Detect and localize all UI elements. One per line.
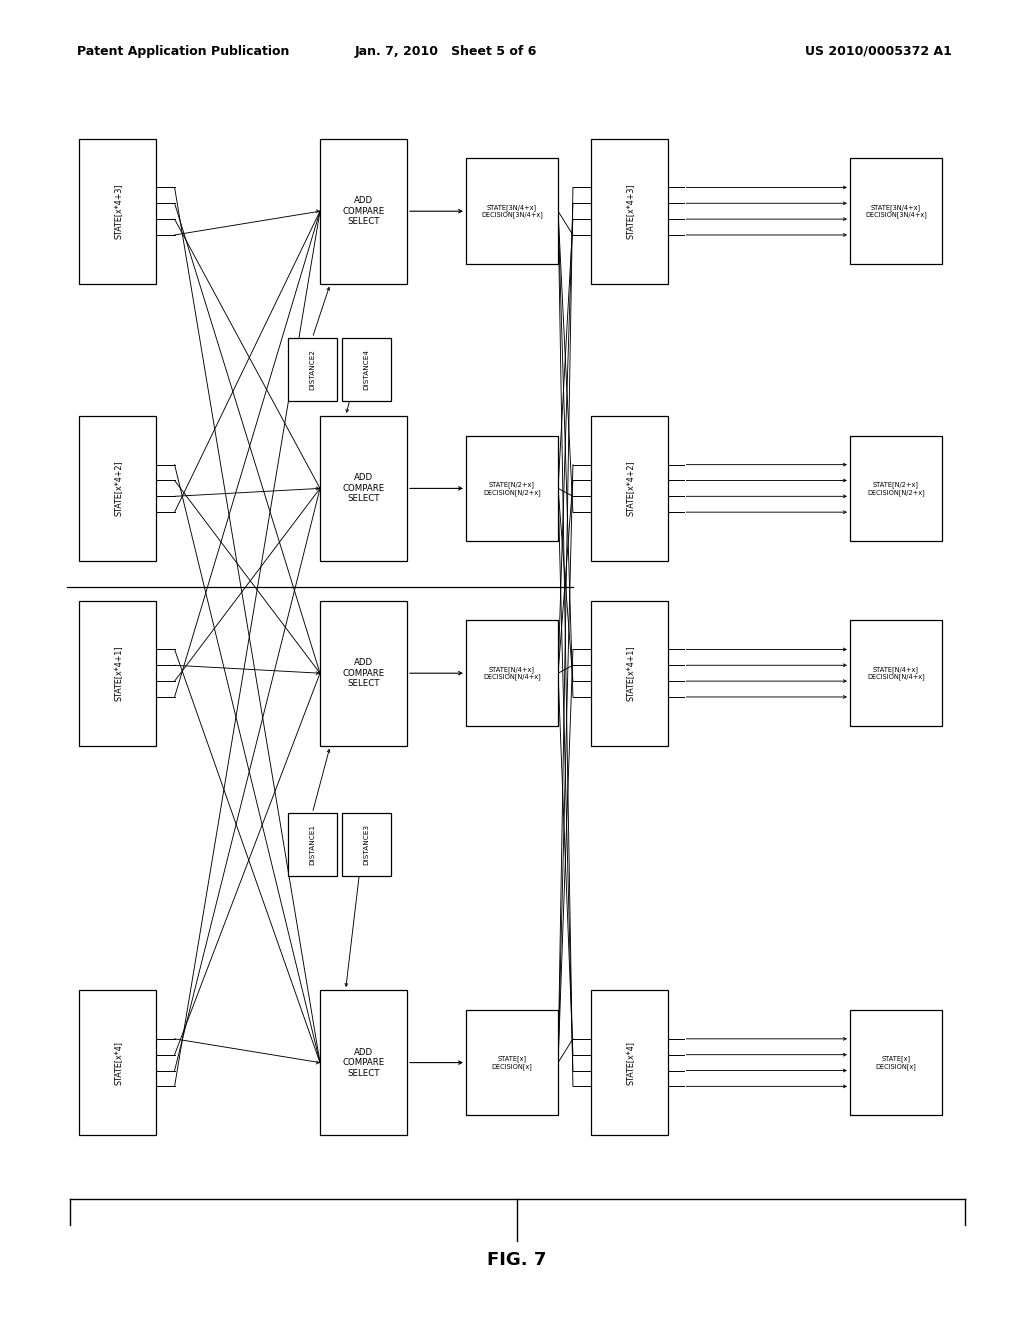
Text: ADD
COMPARE
SELECT: ADD COMPARE SELECT	[342, 197, 385, 226]
Text: STATE[x*4+2]: STATE[x*4+2]	[626, 461, 634, 516]
Text: STATE[x*4]: STATE[x*4]	[626, 1040, 634, 1085]
FancyBboxPatch shape	[319, 990, 408, 1135]
Text: STATE[N/4+x]
DECISION[N/4+x]: STATE[N/4+x] DECISION[N/4+x]	[483, 667, 541, 680]
FancyBboxPatch shape	[80, 990, 157, 1135]
Text: ADD
COMPARE
SELECT: ADD COMPARE SELECT	[342, 1048, 385, 1077]
FancyBboxPatch shape	[592, 416, 668, 561]
Text: US 2010/0005372 A1: US 2010/0005372 A1	[806, 45, 952, 58]
Text: ADD
COMPARE
SELECT: ADD COMPARE SELECT	[342, 659, 385, 688]
Text: DISTANCE3: DISTANCE3	[364, 824, 370, 866]
Text: Jan. 7, 2010   Sheet 5 of 6: Jan. 7, 2010 Sheet 5 of 6	[354, 45, 537, 58]
Text: FIG. 7: FIG. 7	[487, 1251, 547, 1270]
FancyBboxPatch shape	[80, 416, 157, 561]
FancyBboxPatch shape	[592, 601, 668, 746]
Text: STATE[x*4]: STATE[x*4]	[114, 1040, 122, 1085]
FancyBboxPatch shape	[80, 139, 157, 284]
Text: ADD
COMPARE
SELECT: ADD COMPARE SELECT	[342, 474, 385, 503]
Text: STATE[x]
DECISION[x]: STATE[x] DECISION[x]	[876, 1056, 916, 1069]
FancyBboxPatch shape	[319, 601, 408, 746]
Text: Patent Application Publication: Patent Application Publication	[77, 45, 289, 58]
Text: STATE[3N/4+x]
DECISION[3N/4+x]: STATE[3N/4+x] DECISION[3N/4+x]	[481, 205, 543, 218]
Text: STATE[x*4+3]: STATE[x*4+3]	[626, 183, 634, 239]
Text: STATE[3N/4+x]
DECISION[3N/4+x]: STATE[3N/4+x] DECISION[3N/4+x]	[865, 205, 927, 218]
Text: STATE[x*4+1]: STATE[x*4+1]	[114, 645, 122, 701]
FancyBboxPatch shape	[850, 436, 942, 541]
FancyBboxPatch shape	[850, 1010, 942, 1115]
Text: STATE[N/2+x]
DECISION[N/2+x]: STATE[N/2+x] DECISION[N/2+x]	[867, 482, 925, 495]
Text: DISTANCE2: DISTANCE2	[309, 348, 315, 391]
Text: DISTANCE1: DISTANCE1	[309, 824, 315, 866]
FancyBboxPatch shape	[466, 436, 558, 541]
Text: STATE[x*4+1]: STATE[x*4+1]	[626, 645, 634, 701]
Text: STATE[N/4+x]
DECISION[N/4+x]: STATE[N/4+x] DECISION[N/4+x]	[867, 667, 925, 680]
FancyBboxPatch shape	[466, 1010, 558, 1115]
FancyBboxPatch shape	[592, 139, 668, 284]
FancyBboxPatch shape	[288, 338, 337, 401]
FancyBboxPatch shape	[850, 158, 942, 264]
Text: STATE[N/2+x]
DECISION[N/2+x]: STATE[N/2+x] DECISION[N/2+x]	[483, 482, 541, 495]
FancyBboxPatch shape	[466, 158, 558, 264]
FancyBboxPatch shape	[850, 620, 942, 726]
Text: STATE[x]
DECISION[x]: STATE[x] DECISION[x]	[492, 1056, 532, 1069]
FancyBboxPatch shape	[342, 338, 391, 401]
FancyBboxPatch shape	[592, 990, 668, 1135]
FancyBboxPatch shape	[466, 620, 558, 726]
FancyBboxPatch shape	[288, 813, 337, 876]
FancyBboxPatch shape	[319, 139, 408, 284]
Text: STATE[x*4+2]: STATE[x*4+2]	[114, 461, 122, 516]
FancyBboxPatch shape	[319, 416, 408, 561]
FancyBboxPatch shape	[342, 813, 391, 876]
Text: STATE[x*4+3]: STATE[x*4+3]	[114, 183, 122, 239]
Text: DISTANCE4: DISTANCE4	[364, 348, 370, 391]
FancyBboxPatch shape	[80, 601, 157, 746]
